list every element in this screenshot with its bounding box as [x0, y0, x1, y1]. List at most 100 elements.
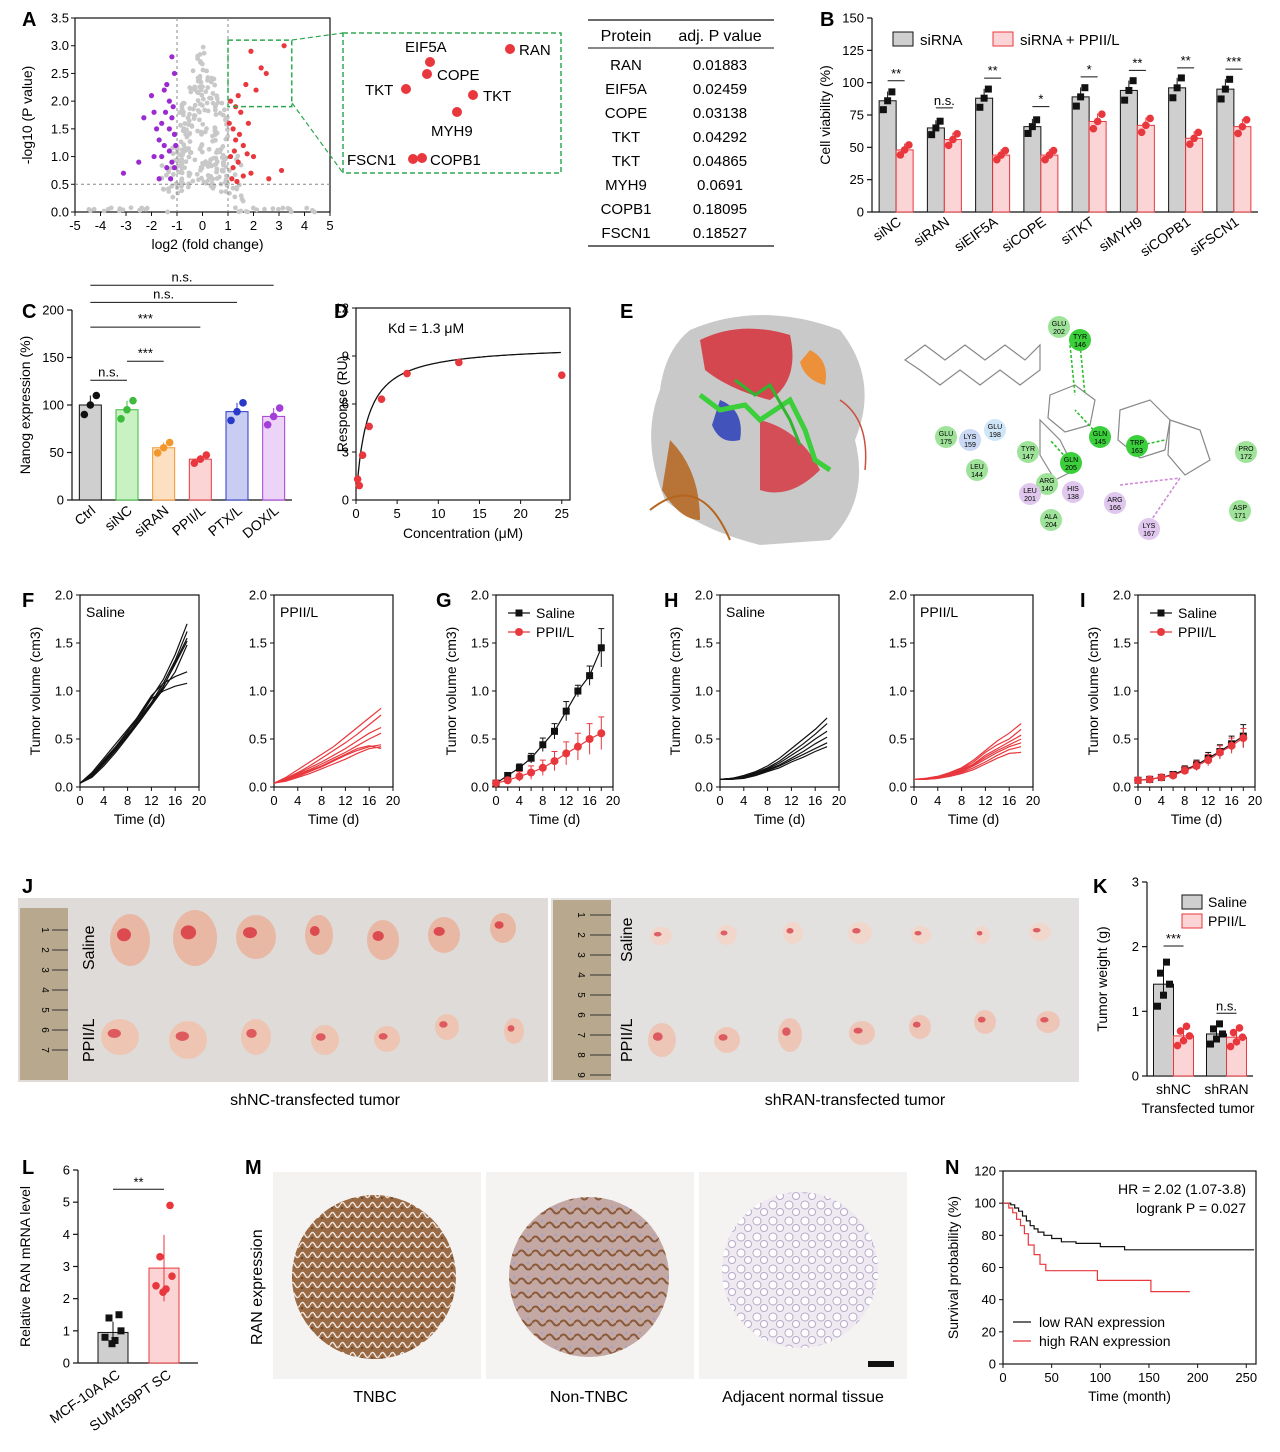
y-label: Tumor volume (cm3): [1085, 627, 1101, 756]
d-x-tick-label: 15: [472, 506, 486, 521]
d-x-tick-label: 25: [555, 506, 569, 521]
volcano-point-ns: [205, 85, 211, 90]
tumor-curve: [914, 746, 1022, 780]
volcano-point-up: [233, 137, 239, 143]
volcano-point-ns: [217, 110, 223, 116]
tumor-growth-saline-f: 0.0 0.5 1.0 1.5 2.0 0 4 8 12 16 20 Saline Time (d) Tu…: [27, 588, 206, 828]
tumor-spot: [507, 1025, 515, 1032]
tumor-spot: [117, 928, 131, 942]
mean-point: [573, 742, 582, 751]
tumor: [909, 1015, 931, 1039]
tumor: [714, 1027, 740, 1053]
b-y-tick-label: 25: [850, 172, 864, 187]
table-cell-pvalue: 0.18527: [693, 225, 747, 242]
volcano-point-ns: [214, 176, 220, 181]
response-point: [403, 369, 411, 378]
sig-label: *: [1087, 62, 1092, 77]
hr-annotation: HR = 2.02 (1.07-3.8): [1118, 1181, 1246, 1197]
comparison-label: ***: [138, 345, 153, 360]
volcano-y-tick-label: 3.0: [51, 38, 69, 53]
volcano-point-up: [231, 148, 237, 154]
ihc-core-normal: [722, 1192, 878, 1348]
tumor-spot: [433, 926, 445, 936]
residue-node: [1069, 329, 1091, 351]
residue-name: ASP: [1233, 505, 1247, 512]
nanog-category-label: siNC: [101, 502, 135, 534]
weight-point: [1157, 969, 1164, 977]
volcano-point-ns: [225, 127, 230, 133]
mean-point: [597, 729, 606, 738]
bar-point: [884, 97, 892, 105]
logrank-annotation: logrank P = 0.027: [1136, 1200, 1246, 1216]
docking-illustration: GLU202TYR146LYS159GLU198GLU175GLN145TYR1…: [640, 310, 1257, 545]
inset-point: [401, 84, 411, 94]
volcano-point-ns: [120, 207, 126, 213]
volcano-point-ns: [276, 206, 281, 212]
volcano-point-ns: [179, 188, 185, 194]
b-y-tick-label: 100: [842, 75, 864, 90]
volcano-point-down: [166, 126, 172, 132]
volcano-point-ns: [199, 149, 205, 155]
y-tick-label: 1.5: [889, 636, 907, 651]
d-y-tick-label: 3: [342, 445, 349, 460]
sig-label: ***: [1166, 931, 1181, 946]
mean-point: [527, 754, 535, 762]
volcano-point-ns: [159, 163, 165, 168]
sig-label: **: [1132, 55, 1142, 70]
x-tick-label: 12: [978, 793, 992, 808]
volcano-point-ns: [183, 147, 189, 153]
volcano-y-tick-label: 2.5: [51, 66, 69, 81]
tumor: [101, 1019, 139, 1055]
volcano-point-ns: [200, 44, 206, 50]
residue-name: LYS: [1143, 523, 1156, 530]
tumor-curve: [79, 644, 188, 784]
bar-sirnappiil: [943, 139, 962, 213]
legend-label: low RAN expression: [1039, 1314, 1165, 1330]
x-tick-label: 0: [716, 793, 723, 808]
legend-label-ppii: PPII/L: [1208, 913, 1246, 929]
mean-point: [562, 707, 570, 715]
nanog-point: [227, 416, 235, 425]
volcano-point-ns: [209, 75, 215, 81]
volcano-point-ns: [288, 209, 294, 215]
table-cell-protein: EIF5A: [605, 81, 647, 98]
bar-category-label: siCOPE: [999, 213, 1049, 255]
volcano-point-ns: [169, 183, 175, 189]
volcano-point-ns: [194, 89, 200, 95]
tumor-curve: [79, 637, 188, 784]
b-y-tick-label: 50: [850, 140, 864, 155]
nanog-point: [129, 396, 137, 405]
residue-name: GLU: [1052, 321, 1066, 328]
volcano-point-ns: [187, 85, 193, 91]
volcano-point-ns: [212, 107, 218, 113]
bar-point: [953, 129, 961, 138]
table-cell-pvalue: 0.03138: [693, 105, 747, 122]
y-tick-label: 0.0: [1113, 780, 1131, 795]
volcano-point-ns: [304, 205, 310, 211]
legend-swatch-sirna: [892, 31, 914, 47]
residue-number: 198: [989, 432, 1001, 439]
residue-node: [1126, 435, 1148, 457]
mean-point: [1227, 741, 1236, 750]
legend-swatch-ppii: [1181, 913, 1203, 929]
bar-point: [932, 124, 940, 132]
residue-node: [1138, 518, 1160, 540]
volcano-point-down: [148, 93, 155, 99]
mrna-point: [105, 1314, 113, 1322]
b-y-tick-label: 125: [842, 43, 864, 58]
l-y-tick-label: 0: [63, 1356, 70, 1371]
nanog-category-label: Ctrl: [71, 502, 98, 528]
x-tick-label: 8: [764, 793, 771, 808]
legend-label: high RAN expression: [1039, 1333, 1171, 1349]
x-tick-label: 0: [1134, 793, 1141, 808]
mean-point: [1239, 734, 1248, 743]
volcano-point-down: [141, 115, 147, 121]
volcano-x-tick-label: -5: [69, 218, 81, 233]
volcano-point-ns: [177, 110, 182, 115]
residue-number: 140: [1041, 486, 1053, 493]
tumor-curve: [720, 746, 828, 780]
cell-viability-chart: 0255075100125150**siNCn.s.siRAN**siEIF5A…: [817, 11, 1258, 259]
nanog-point: [165, 438, 174, 447]
volcano-point-down: [164, 81, 170, 88]
volcano-point-ns: [166, 189, 172, 194]
